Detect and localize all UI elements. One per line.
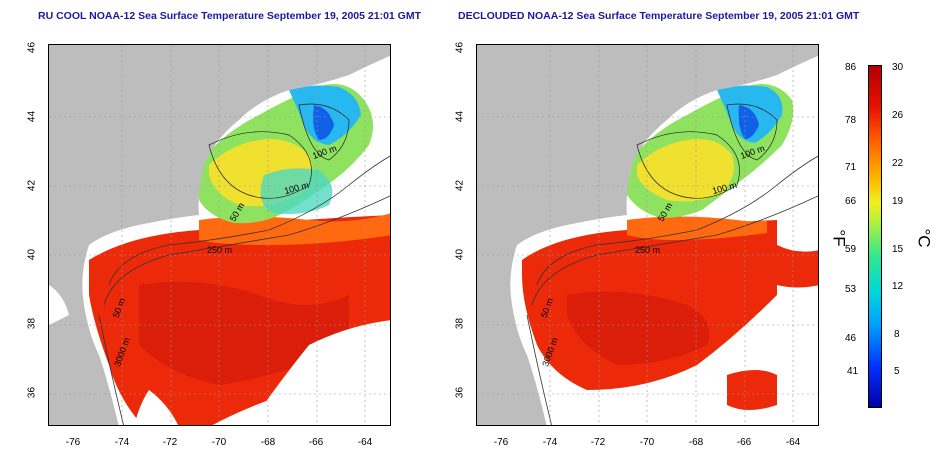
fahrenheit-tick: 71 (845, 162, 857, 173)
left-sst-map[interactable]: 100 m 100 m 50 m 250 m 50 m 3000 m (48, 44, 391, 426)
fahrenheit-tick: 66 (845, 196, 857, 207)
celsius-tick: 12 (892, 281, 904, 292)
y-tick-label: 38 (26, 317, 38, 330)
right-map-title: DECLOUDED NOAA-12 Sea Surface Temperatur… (458, 10, 860, 22)
fahrenheit-tick: 53 (845, 284, 857, 295)
right-sst-map[interactable]: 100 m 100 m 50 m 250 m 50 m 3000 m (476, 44, 819, 426)
x-tick-label: -76 (493, 437, 509, 448)
y-tick-label: 46 (26, 41, 38, 54)
x-tick-label: -68 (260, 437, 276, 448)
contour-label: 250 m (207, 245, 233, 255)
y-tick-label: 44 (454, 110, 466, 123)
x-tick-label: -74 (542, 437, 558, 448)
celsius-tick: 26 (892, 110, 904, 121)
right-map-canvas (477, 45, 818, 425)
y-tick-label: 42 (26, 179, 38, 192)
y-tick-label: 44 (26, 110, 38, 123)
x-tick-label: -66 (308, 437, 324, 448)
x-tick-label: -66 (736, 437, 752, 448)
celsius-tick: 30 (892, 62, 904, 73)
x-tick-label: -72 (590, 437, 606, 448)
left-map-title: RU COOL NOAA-12 Sea Surface Temperature … (38, 10, 422, 22)
celsius-tick: 8 (894, 329, 900, 340)
contour-label: 250 m (635, 245, 661, 255)
y-tick-label: 36 (454, 386, 466, 399)
x-tick-label: -64 (785, 437, 801, 448)
x-tick-label: -70 (211, 437, 227, 448)
y-tick-label: 36 (26, 386, 38, 399)
celsius-tick: 15 (892, 244, 904, 255)
temperature-colorbar (868, 65, 882, 408)
x-tick-label: -76 (65, 437, 81, 448)
land-mass (477, 45, 818, 425)
x-tick-label: -70 (639, 437, 655, 448)
y-tick-label: 38 (454, 317, 466, 330)
fahrenheit-tick: 46 (845, 333, 857, 344)
fahrenheit-tick: 78 (845, 115, 857, 126)
celsius-tick: 19 (892, 196, 904, 207)
y-tick-label: 40 (454, 248, 466, 261)
y-tick-label: 42 (454, 179, 466, 192)
fahrenheit-tick: 86 (845, 62, 857, 73)
fahrenheit-tick: 41 (847, 366, 859, 377)
left-map-canvas (49, 45, 390, 425)
y-tick-label: 46 (454, 41, 466, 54)
fahrenheit-tick: 59 (845, 244, 857, 255)
x-tick-label: -68 (688, 437, 704, 448)
celsius-tick: 22 (892, 158, 904, 169)
fahrenheit-unit-label: °F (829, 229, 849, 247)
y-tick-label: 40 (26, 248, 38, 261)
x-tick-label: -64 (357, 437, 373, 448)
celsius-unit-label: °C (914, 228, 934, 248)
x-tick-label: -74 (114, 437, 130, 448)
celsius-tick: 5 (894, 366, 900, 377)
x-tick-label: -72 (162, 437, 178, 448)
land-mass (49, 45, 390, 425)
